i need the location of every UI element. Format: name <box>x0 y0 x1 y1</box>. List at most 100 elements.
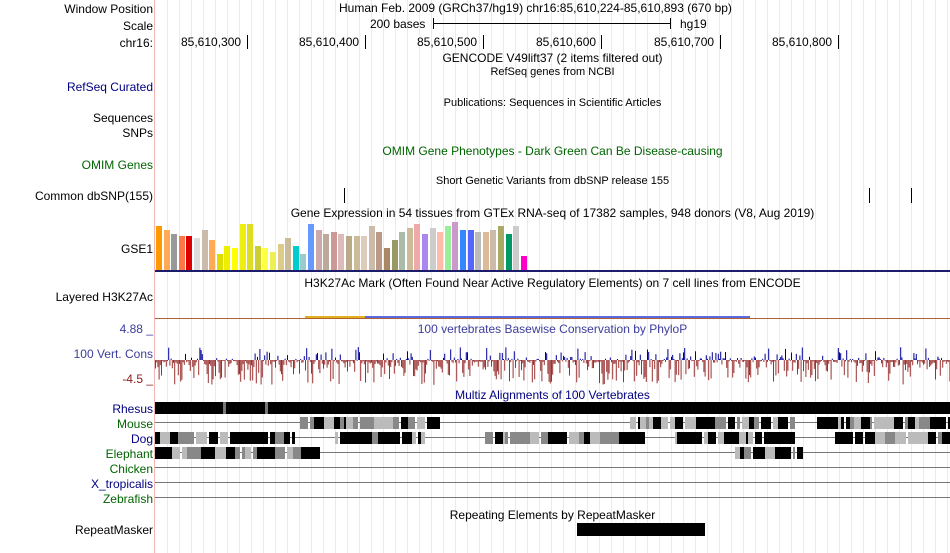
omim-track-label[interactable]: OMIM Genes <box>81 158 153 172</box>
gtex-tissue-bar[interactable] <box>209 240 216 270</box>
gtex-tissue-bar[interactable] <box>460 230 466 270</box>
alignment-block[interactable] <box>503 432 505 444</box>
gtex-tissue-bar[interactable] <box>361 236 368 270</box>
gtex-tissue-bar[interactable] <box>429 228 436 270</box>
alignment-block[interactable] <box>697 432 702 444</box>
sequences-track-label[interactable]: Sequences <box>92 111 153 125</box>
alignment-block[interactable] <box>675 417 679 429</box>
alignment-block[interactable] <box>292 432 295 444</box>
gtex-tissue-bar[interactable] <box>338 234 345 270</box>
alignment-block[interactable] <box>646 417 649 429</box>
gtex-tissue-bar[interactable] <box>270 252 276 270</box>
conservation-track-title[interactable]: 100 vertebrates Basewise Conservation by… <box>417 322 688 336</box>
alignment-block[interactable] <box>378 432 383 444</box>
alignment-block[interactable] <box>383 432 393 444</box>
snps-track-label[interactable]: SNPs <box>122 126 153 140</box>
alignment-block[interactable] <box>270 432 275 444</box>
alignment-block[interactable] <box>301 447 311 459</box>
refseq-track-label[interactable]: RefSeq Curated <box>66 80 153 94</box>
alignment-block[interactable] <box>764 432 770 444</box>
gtex-tissue-bar[interactable] <box>232 248 238 270</box>
alignment-block[interactable] <box>324 417 334 429</box>
alignment-block[interactable] <box>842 432 853 444</box>
alignment-block[interactable] <box>619 432 630 444</box>
alignment-block[interactable] <box>835 432 842 444</box>
alignment-block[interactable] <box>728 417 735 429</box>
snp-mark[interactable] <box>869 188 870 203</box>
alignment-block[interactable] <box>383 417 393 429</box>
alignment-block[interactable] <box>765 447 775 459</box>
alignment-block[interactable] <box>761 417 771 429</box>
alignment-block[interactable] <box>569 432 579 444</box>
alignment-block[interactable] <box>860 432 863 444</box>
alignment-block[interactable] <box>215 447 226 459</box>
gtex-tissue-bar[interactable] <box>406 228 413 270</box>
alignment-block[interactable] <box>418 432 421 444</box>
alignment-block[interactable] <box>408 417 415 429</box>
alignment-block[interactable] <box>679 417 683 429</box>
alignment-block[interactable] <box>855 432 860 444</box>
omim-track-title[interactable]: OMIM Gene Phenotypes - Dark Green Can Be… <box>382 144 723 158</box>
alignment-block[interactable] <box>850 417 854 429</box>
gtex-tissue-bar[interactable] <box>475 232 482 270</box>
gtex-tissue-bar[interactable] <box>513 226 520 270</box>
repeat-element[interactable] <box>577 523 705 536</box>
alignment-block[interactable] <box>160 432 170 444</box>
alignment-block[interactable] <box>275 447 285 459</box>
alignment-block[interactable] <box>754 417 759 429</box>
alignment-block[interactable] <box>245 447 251 459</box>
alignment-block[interactable] <box>155 432 160 444</box>
alignment-block[interactable] <box>209 432 218 444</box>
alignment-block[interactable] <box>510 432 520 444</box>
multiz-track-title[interactable]: Multiz Alignments of 100 Vertebrates <box>455 388 650 402</box>
alignment-block[interactable] <box>187 447 191 459</box>
alignment-block[interactable] <box>686 432 693 444</box>
alignment-block[interactable] <box>236 432 238 444</box>
alignment-block[interactable] <box>715 417 726 429</box>
alignment-block[interactable] <box>485 432 493 444</box>
alignment-block[interactable] <box>393 417 399 429</box>
gtex-tissue-bar[interactable] <box>323 234 330 270</box>
alignment-block[interactable] <box>293 447 301 459</box>
alignment-block[interactable] <box>915 417 919 429</box>
repeatmasker-track-title[interactable]: Repeating Elements by RepeatMasker <box>449 508 656 522</box>
gtex-tissue-bar[interactable] <box>224 246 231 270</box>
alignment-block[interactable] <box>755 432 762 444</box>
gtex-tissue-bar[interactable] <box>422 234 428 270</box>
snp-mark[interactable] <box>344 188 345 203</box>
repeatmasker-track-label[interactable]: RepeatMasker <box>74 523 153 537</box>
alignment-block[interactable] <box>311 447 320 459</box>
alignment-block[interactable] <box>209 447 215 459</box>
gtex-tissue-bar[interactable] <box>444 226 451 270</box>
alignment-block[interactable] <box>300 417 308 429</box>
species-label-elephant[interactable]: Elephant <box>105 447 153 461</box>
alignment-block[interactable] <box>846 417 850 429</box>
gencode-track-title[interactable]: GENCODE V49lift37 (2 items filtered out) <box>442 51 663 65</box>
alignment-block[interactable] <box>817 417 826 429</box>
alignment-block[interactable] <box>661 417 668 429</box>
alignment-block[interactable] <box>310 417 314 429</box>
alignment-block[interactable] <box>773 417 778 429</box>
alignment-block[interactable] <box>223 402 226 414</box>
gtex-tissue-bar[interactable] <box>368 226 375 270</box>
alignment-block[interactable] <box>737 417 740 429</box>
gtex-tissue-bar[interactable] <box>467 230 474 270</box>
gtex-tissue-bar[interactable] <box>520 256 527 270</box>
alignment-block[interactable] <box>753 447 760 459</box>
gtex-tissue-bar[interactable] <box>163 230 170 270</box>
gtex-tissue-bar[interactable] <box>330 232 337 270</box>
alignment-block[interactable] <box>930 417 938 429</box>
alignment-block[interactable] <box>865 432 875 444</box>
alignment-block[interactable] <box>894 417 899 429</box>
alignment-block[interactable] <box>366 417 374 429</box>
alignment-block[interactable] <box>284 432 290 444</box>
alignment-block[interactable] <box>832 417 838 429</box>
alignment-block[interactable] <box>908 417 915 429</box>
alignment-block[interactable] <box>746 432 748 444</box>
alignment-block[interactable] <box>436 417 440 429</box>
alignment-block[interactable] <box>346 417 353 429</box>
gtex-tissue-bar[interactable] <box>194 238 200 270</box>
gtex-tissue-bar[interactable] <box>277 244 284 270</box>
alignment-block[interactable] <box>335 432 338 444</box>
alignment-block[interactable] <box>226 447 235 459</box>
